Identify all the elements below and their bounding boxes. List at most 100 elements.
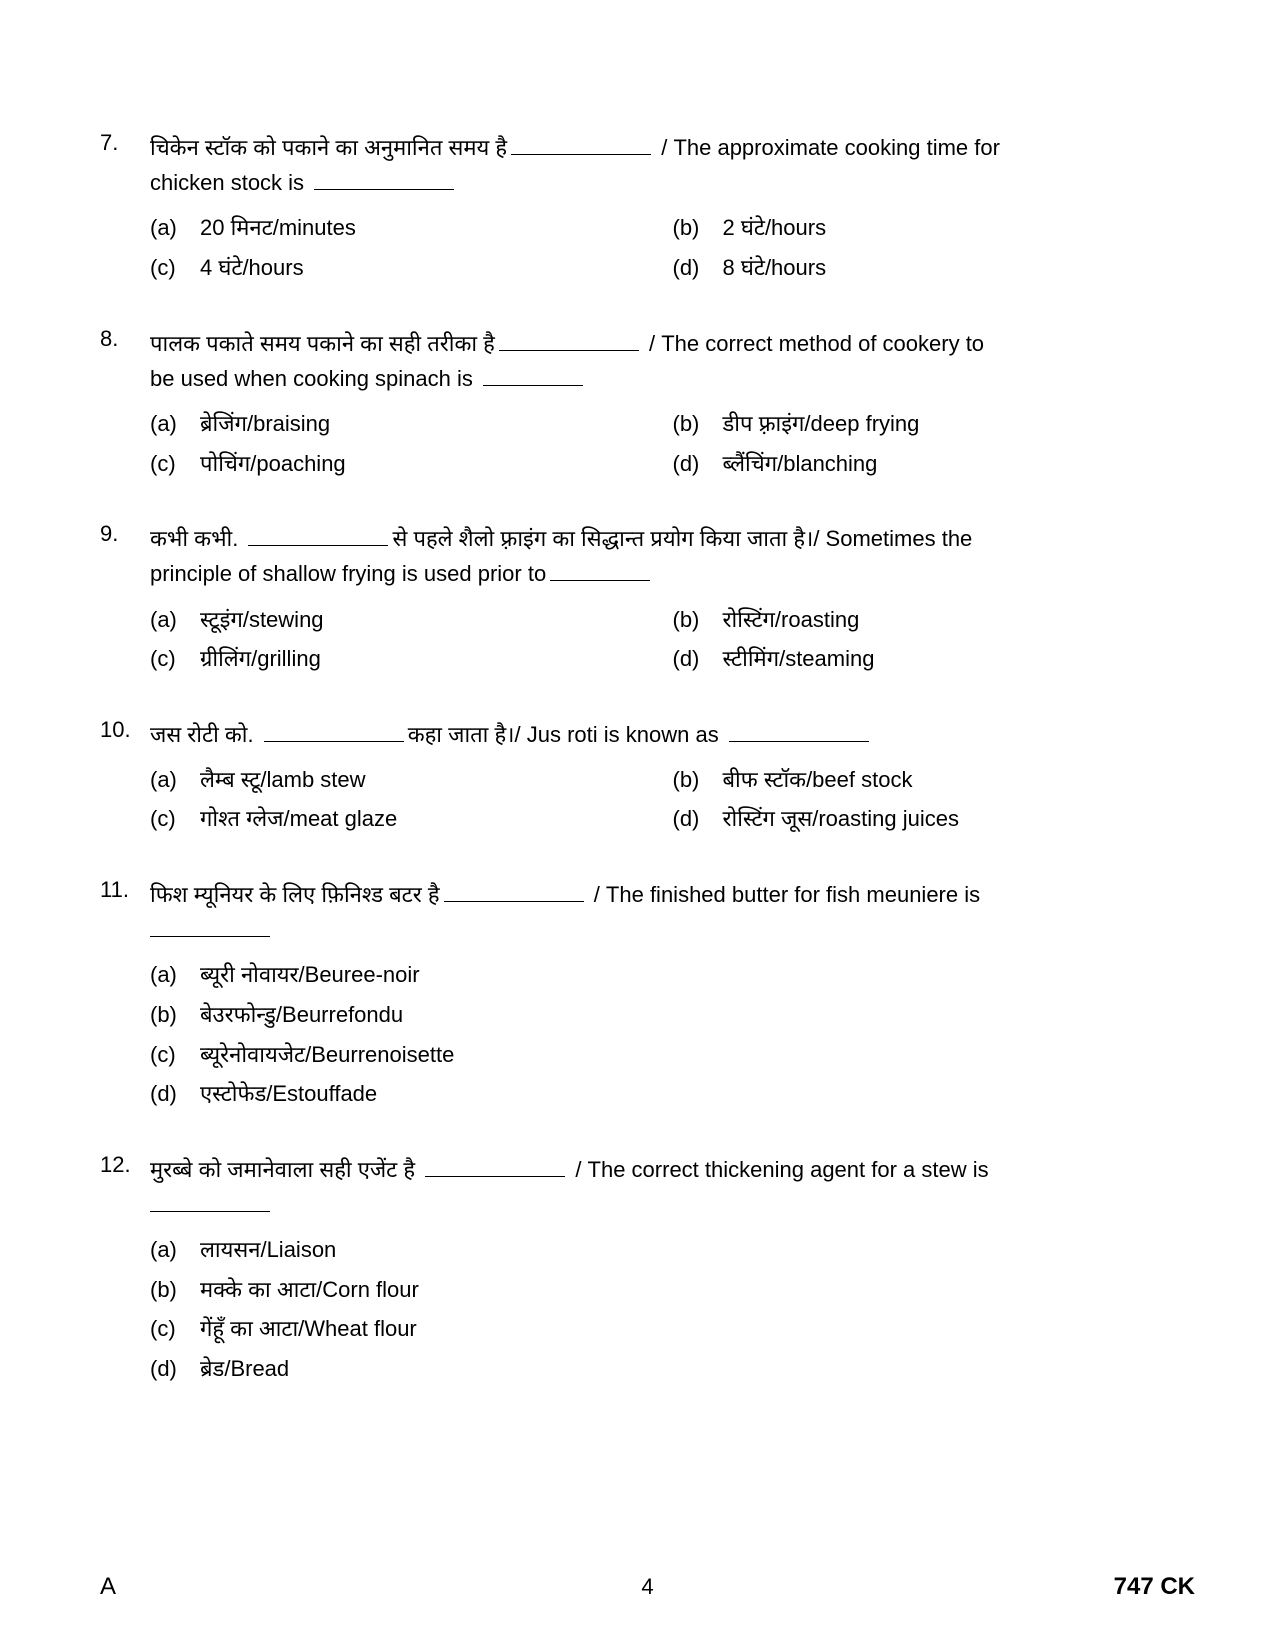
page-footer: A 4 747 CK [100, 1573, 1195, 1601]
option-label: (a) [150, 760, 200, 800]
question-number: 8. [100, 326, 150, 484]
option-text: गेंहूँ का आटा/Wheat flour [200, 1309, 1195, 1349]
blank-continuation [150, 935, 270, 937]
question-7: 7. चिकेन स्टॉक को पकाने का अनुमानित समय … [100, 130, 1195, 288]
option-c: (c)पोचिंग/poaching [150, 444, 673, 484]
option-d: (d)ब्लैंचिंग/blanching [673, 444, 1196, 484]
option-label: (b) [673, 760, 723, 800]
option-text: स्टीमिंग/steaming [723, 639, 1196, 679]
question-text-hi: चिकेन स्टॉक को पकाने का अनुमानित समय है [150, 135, 507, 160]
option-a: (a)लायसन/Liaison [150, 1230, 1195, 1270]
question-text: कभी कभी. से पहले शैलो फ़्राइंग का सिद्धा… [150, 521, 1195, 591]
option-text: एस्टोफेड/Estouffade [200, 1074, 1195, 1114]
blank [425, 1175, 565, 1177]
option-text: गोश्त ग्लेज/meat glaze [200, 799, 673, 839]
option-label: (a) [150, 600, 200, 640]
option-b: (b)2 घंटे/hours [673, 208, 1196, 248]
option-a: (a)ब्यूरी नोवायर/Beuree-noir [150, 955, 1195, 995]
option-text: बेउरफोन्डु/Beurrefondu [200, 995, 1195, 1035]
option-label: (b) [150, 1270, 200, 1310]
option-c: (c)ब्यूरेनोवायजेट/Beurrenoisette [150, 1035, 1195, 1075]
blank [729, 740, 869, 742]
question-text-hi: फिश म्यूनियर के लिए फ़िनिश्ड बटर है [150, 882, 440, 907]
option-text: लायसन/Liaison [200, 1230, 1195, 1270]
option-a: (a)20 मिनट/minutes [150, 208, 673, 248]
option-text: रोस्टिंग/roasting [723, 600, 1196, 640]
option-text: ब्रेड/Bread [200, 1349, 1195, 1389]
question-text-hi-post: कहा जाता है।/ Jus roti is known as [408, 722, 719, 747]
option-label: (c) [150, 444, 200, 484]
option-d: (d)ब्रेड/Bread [150, 1349, 1195, 1389]
option-text: ब्यूरी नोवायर/Beuree-noir [200, 955, 1195, 995]
question-text: मुरब्बे को जमानेवाला सही एजेंट है / The … [150, 1152, 1195, 1222]
question-9: 9. कभी कभी. से पहले शैलो फ़्राइंग का सिद… [100, 521, 1195, 679]
question-text-line2: principle of shallow frying is used prio… [150, 561, 546, 586]
question-text: चिकेन स्टॉक को पकाने का अनुमानित समय है … [150, 130, 1195, 200]
paper-code: 747 CK [1114, 1573, 1195, 1601]
option-b: (b)रोस्टिंग/roasting [673, 600, 1196, 640]
option-label: (d) [673, 639, 723, 679]
option-d: (d)एस्टोफेड/Estouffade [150, 1074, 1195, 1114]
option-text: 20 मिनट/minutes [200, 208, 673, 248]
blank [444, 900, 584, 902]
question-12: 12. मुरब्बे को जमानेवाला सही एजेंट है / … [100, 1152, 1195, 1389]
blank [314, 188, 454, 190]
option-text: स्टूइंग/stewing [200, 600, 673, 640]
question-number: 9. [100, 521, 150, 679]
option-a: (a)स्टूइंग/stewing [150, 600, 673, 640]
option-b: (b)बेउरफोन्डु/Beurrefondu [150, 995, 1195, 1035]
option-text: 8 घंटे/hours [723, 248, 1196, 288]
option-text: ब्रेजिंग/braising [200, 404, 673, 444]
option-c: (c)ग्रीलिंग/grilling [150, 639, 673, 679]
blank [499, 349, 639, 351]
question-text-hi: मुरब्बे को जमानेवाला सही एजेंट है [150, 1157, 415, 1182]
question-text-en: / The correct thickening agent for a ste… [575, 1157, 988, 1182]
option-text: ब्लैंचिंग/blanching [723, 444, 1196, 484]
blank [483, 384, 583, 386]
option-c: (c)गोश्त ग्लेज/meat glaze [150, 799, 673, 839]
option-label: (d) [673, 444, 723, 484]
question-text-hi-pre: जस रोटी को. [150, 722, 254, 747]
question-number: 12. [100, 1152, 150, 1389]
question-text: फिश म्यूनियर के लिए फ़िनिश्ड बटर है / Th… [150, 877, 1195, 947]
options-list: (a)लायसन/Liaison (b)मक्के का आटा/Corn fl… [150, 1230, 1195, 1388]
option-text: ब्यूरेनोवायजेट/Beurrenoisette [200, 1035, 1195, 1075]
question-content: कभी कभी. से पहले शैलो फ़्राइंग का सिद्धा… [150, 521, 1195, 679]
option-text: ग्रीलिंग/grilling [200, 639, 673, 679]
blank [550, 579, 650, 581]
questions-container: 7. चिकेन स्टॉक को पकाने का अनुमानित समय … [100, 130, 1195, 1389]
question-text-en: / The finished butter for fish meuniere … [594, 882, 980, 907]
option-text: लैम्ब स्टू/lamb stew [200, 760, 673, 800]
blank [264, 740, 404, 742]
option-b: (b)बीफ स्टॉक/beef stock [673, 760, 1196, 800]
option-b: (b)डीप फ़्राइंग/deep frying [673, 404, 1196, 444]
option-text: मक्के का आटा/Corn flour [200, 1270, 1195, 1310]
option-label: (a) [150, 1230, 200, 1270]
option-label: (c) [150, 1309, 200, 1349]
option-label: (c) [150, 799, 200, 839]
question-10: 10. जस रोटी को. कहा जाता है।/ Jus roti i… [100, 717, 1195, 839]
blank-continuation [150, 1210, 270, 1212]
option-label: (a) [150, 208, 200, 248]
option-a: (a)ब्रेजिंग/braising [150, 404, 673, 444]
option-text: 4 घंटे/hours [200, 248, 673, 288]
option-label: (a) [150, 404, 200, 444]
question-content: चिकेन स्टॉक को पकाने का अनुमानित समय है … [150, 130, 1195, 288]
question-number: 7. [100, 130, 150, 288]
options-list: (a)स्टूइंग/stewing (b)रोस्टिंग/roasting … [150, 600, 1195, 679]
blank [511, 153, 651, 155]
option-label: (b) [673, 404, 723, 444]
question-number: 11. [100, 877, 150, 1114]
question-text-hi-post: से पहले शैलो फ़्राइंग का सिद्धान्त प्रयो… [392, 526, 972, 551]
options-list: (a)लैम्ब स्टू/lamb stew (b)बीफ स्टॉक/bee… [150, 760, 1195, 839]
option-text: 2 घंटे/hours [723, 208, 1196, 248]
option-text: बीफ स्टॉक/beef stock [723, 760, 1196, 800]
option-a: (a)लैम्ब स्टू/lamb stew [150, 760, 673, 800]
question-text: जस रोटी को. कहा जाता है।/ Jus roti is kn… [150, 717, 1195, 752]
question-text-line2: be used when cooking spinach is [150, 366, 473, 391]
question-content: मुरब्बे को जमानेवाला सही एजेंट है / The … [150, 1152, 1195, 1389]
option-label: (b) [673, 208, 723, 248]
option-label: (a) [150, 955, 200, 995]
footer-series: A [100, 1573, 116, 1601]
option-c: (c)4 घंटे/hours [150, 248, 673, 288]
